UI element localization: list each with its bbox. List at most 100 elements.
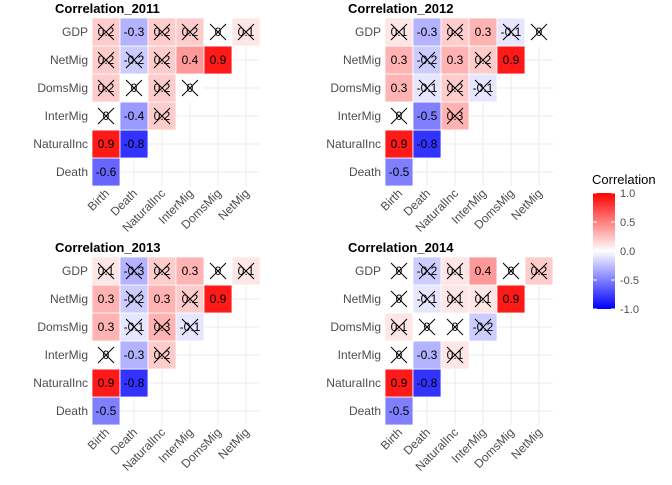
- y-tick-label-domsmig: DomsMig: [330, 320, 381, 334]
- heatmap-cell: 0.2: [91, 17, 121, 47]
- heatmap-cell: 0.2: [147, 340, 177, 370]
- y-tick-label-netmig: NetMig: [343, 292, 381, 306]
- heatmap-cell: 0.3: [147, 312, 177, 342]
- heatmap-cell: 0.3: [440, 101, 470, 131]
- y-tick-label-naturalinc: NaturalInc: [326, 376, 381, 390]
- heatmap-cell: -0.3: [119, 256, 149, 286]
- heatmap-panel: Correlation_2012 GDP NetMig DomsMig InterMig…: [326, 1, 554, 235]
- heatmap-cell: -0.1: [496, 17, 526, 47]
- insignificance-cross-mark: [209, 23, 227, 41]
- heatmap-cell: 0.9: [496, 284, 526, 314]
- heatmap-cell: 0: [119, 73, 149, 103]
- heatmap-cell: 0.1: [440, 256, 470, 286]
- cell-tile: [119, 17, 149, 47]
- heatmap-cell: -0.8: [119, 129, 149, 159]
- insignificance-cross-mark: [125, 318, 143, 336]
- x-tick-label-netmig: NetMig: [508, 186, 545, 223]
- heatmap-cell: 0.2: [147, 73, 177, 103]
- legend-tick-label: 0.0: [620, 246, 635, 258]
- cell-tile: [412, 129, 442, 159]
- cell-value-label: -0.6: [96, 165, 117, 179]
- insignificance-cross-mark: [125, 51, 143, 69]
- legend-title: Correlation: [592, 172, 656, 187]
- heatmap-cell: 0.3: [147, 284, 177, 314]
- cell-tile: [440, 45, 470, 75]
- heatmap-cell: -0.3: [119, 17, 149, 47]
- heatmap-cell: 0: [203, 17, 233, 47]
- cell-value-label: 0.9: [503, 53, 520, 67]
- insignificance-cross-mark: [97, 262, 115, 280]
- insignificance-cross-mark: [153, 262, 171, 280]
- heatmap-cell: 0.2: [91, 45, 121, 75]
- insignificance-cross-mark: [97, 107, 115, 125]
- cell-value-label: -0.3: [417, 348, 438, 362]
- heatmap-cell: -0.3: [119, 340, 149, 370]
- color-legend: Correlation 1.0 0.5 0.0 -0.5 -1.0: [592, 172, 656, 316]
- heatmap-cell: -0.6: [91, 157, 121, 187]
- insignificance-cross-mark: [530, 262, 548, 280]
- heatmap-cell: 0.2: [175, 17, 205, 47]
- y-tick-label-naturalinc: NaturalInc: [33, 137, 88, 151]
- heatmap-cell: -0.4: [119, 101, 149, 131]
- insignificance-cross-mark: [418, 318, 436, 336]
- heatmap-cell: 0.4: [175, 45, 205, 75]
- y-tick-label-intermig: InterMig: [45, 348, 88, 362]
- heatmap-cell: 0.3: [468, 17, 498, 47]
- insignificance-cross-mark: [209, 262, 227, 280]
- heatmap-cell: -0.3: [412, 17, 442, 47]
- cell-tile: [412, 101, 442, 131]
- insignificance-cross-mark: [446, 290, 464, 308]
- cell-value-label: 0.9: [503, 292, 520, 306]
- insignificance-cross-mark: [97, 346, 115, 364]
- heatmap-cell: 0: [384, 256, 414, 286]
- y-tick-label-netmig: NetMig: [50, 53, 88, 67]
- legend-tick-label: 0.5: [620, 217, 635, 229]
- insignificance-cross-mark: [97, 23, 115, 41]
- heatmap-cell: -0.8: [412, 129, 442, 159]
- y-tick-label-death: Death: [349, 404, 381, 418]
- insignificance-cross-mark: [446, 23, 464, 41]
- cell-value-label: 0.3: [154, 292, 171, 306]
- heatmap-cell: 0: [384, 340, 414, 370]
- heatmap-cell: 0.9: [203, 284, 233, 314]
- cell-value-label: -0.4: [124, 109, 145, 123]
- y-tick-label-intermig: InterMig: [338, 109, 381, 123]
- cell-tile: [412, 340, 442, 370]
- heatmap-cell: 0.2: [440, 17, 470, 47]
- insignificance-cross-mark: [418, 290, 436, 308]
- y-tick-label-netmig: NetMig: [50, 292, 88, 306]
- cell-tile: [496, 284, 526, 314]
- heatmap-cell: -0.1: [119, 312, 149, 342]
- heatmap-cell: -0.5: [384, 157, 414, 187]
- heatmap-cell: -0.8: [412, 368, 442, 398]
- panel-title: Correlation_2013: [55, 240, 161, 255]
- insignificance-cross-mark: [474, 51, 492, 69]
- x-tick-label-netmig: NetMig: [215, 186, 252, 223]
- cell-value-label: 0.3: [391, 81, 408, 95]
- heatmap-cell: 0.9: [496, 45, 526, 75]
- y-tick-label-netmig: NetMig: [343, 53, 381, 67]
- heatmap-cell: 0.3: [440, 45, 470, 75]
- heatmap-cell: -0.1: [412, 73, 442, 103]
- cell-value-label: 0.9: [391, 137, 408, 151]
- cell-value-label: 0.9: [210, 292, 227, 306]
- heatmap-cell: -0.1: [468, 73, 498, 103]
- insignificance-cross-mark: [181, 23, 199, 41]
- insignificance-cross-mark: [153, 107, 171, 125]
- cell-tile: [203, 45, 233, 75]
- heatmap-cell: 0.3: [384, 45, 414, 75]
- y-tick-label-gdp: GDP: [355, 25, 381, 39]
- insignificance-cross-mark: [125, 79, 143, 97]
- cell-value-label: 0.9: [391, 376, 408, 390]
- cell-value-label: 0.3: [98, 320, 115, 334]
- heatmap-cell: 0.3: [91, 312, 121, 342]
- cell-value-label: -0.3: [417, 25, 438, 39]
- cell-value-label: -0.5: [417, 109, 438, 123]
- y-tick-label-naturalinc: NaturalInc: [33, 376, 88, 390]
- cell-tile: [203, 284, 233, 314]
- heatmap-cell: 0.4: [468, 256, 498, 286]
- insignificance-cross-mark: [237, 23, 255, 41]
- heatmap-cell: 0.2: [147, 17, 177, 47]
- cell-value-label: 0.4: [182, 53, 199, 67]
